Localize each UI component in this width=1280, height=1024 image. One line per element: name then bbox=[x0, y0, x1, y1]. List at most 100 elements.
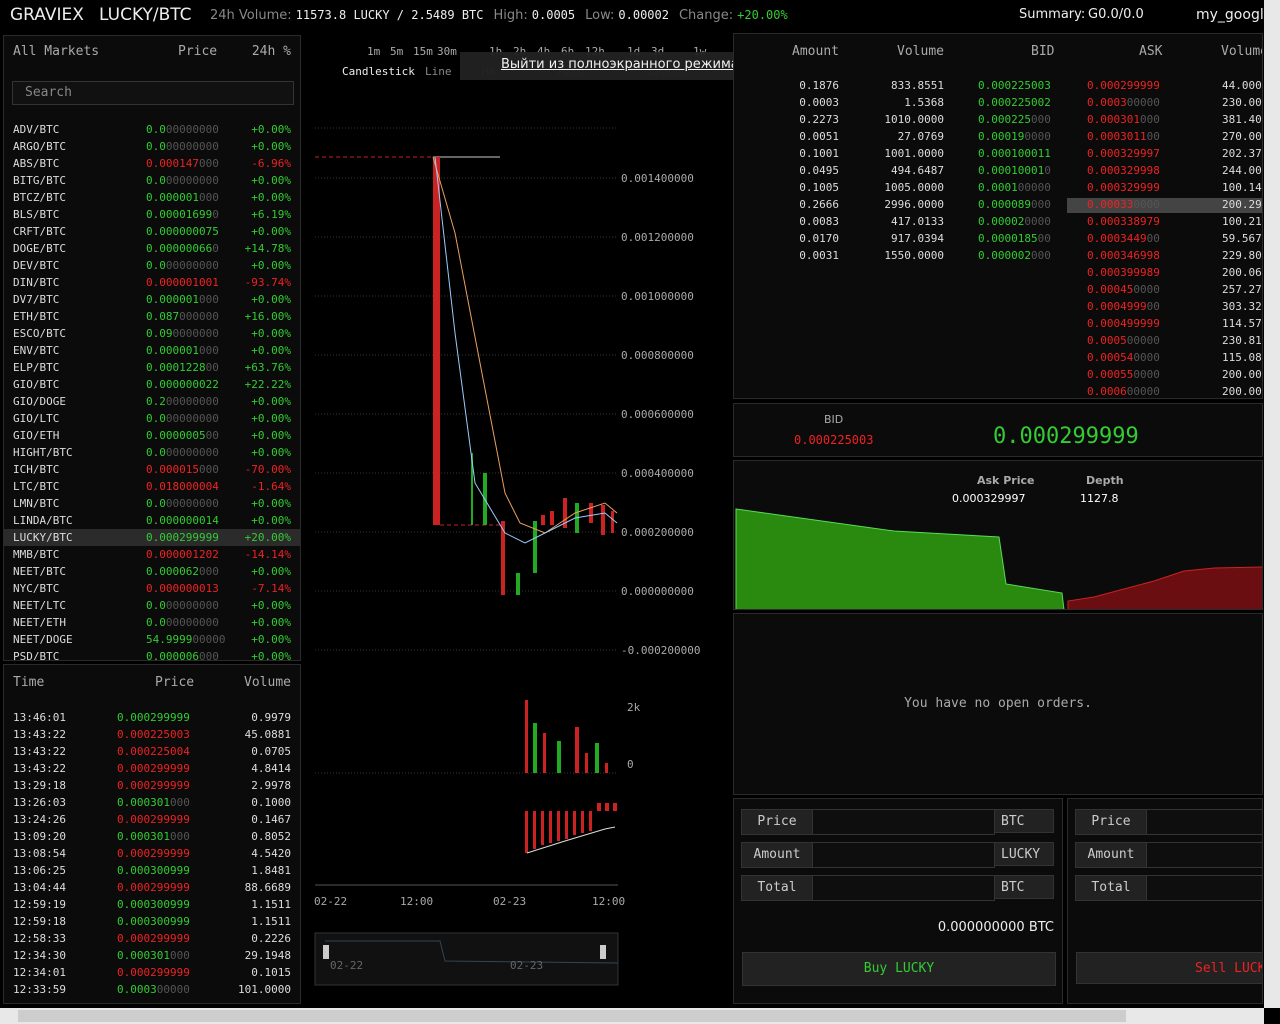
mode-button[interactable]: Line bbox=[425, 65, 452, 78]
field-input[interactable] bbox=[812, 809, 995, 835]
market-name: ETH/BTC bbox=[13, 310, 60, 323]
field-label: Amount bbox=[741, 842, 813, 868]
ask-price[interactable]: 0.000399989 bbox=[1087, 266, 1160, 279]
market-row[interactable]: BLS/BTC 0.000016990 +6.19% bbox=[4, 206, 300, 223]
ask-volume: 270.0000 bbox=[1222, 130, 1262, 143]
bid-amount: 0.0083 bbox=[799, 215, 839, 228]
bid-amount: 0.2273 bbox=[799, 113, 839, 126]
market-row[interactable]: LUCKY/BTC 0.000299999 +20.00% bbox=[4, 529, 300, 546]
nav-handle[interactable] bbox=[600, 945, 606, 959]
field-input[interactable] bbox=[1146, 875, 1262, 901]
ask-price[interactable]: 0.000301100 bbox=[1087, 130, 1160, 143]
ask-price[interactable]: 0.000600000 bbox=[1087, 385, 1160, 398]
orderbook-header: BID bbox=[1031, 44, 1055, 59]
ask-price[interactable]: 0.000299999 bbox=[1087, 79, 1160, 92]
search[interactable]: Search bbox=[12, 81, 294, 105]
market-row[interactable]: DV7/BTC 0.000001000 +0.00% bbox=[4, 291, 300, 308]
market-row[interactable]: ADV/BTC 0.000000000 +0.00% bbox=[4, 121, 300, 138]
field-input[interactable] bbox=[812, 842, 995, 868]
market-row[interactable]: MMB/BTC 0.000001202 -14.14% bbox=[4, 546, 300, 563]
market-change: +20.00% bbox=[244, 531, 291, 544]
field-input[interactable] bbox=[1146, 809, 1262, 835]
bid-volume: 1010.0000 bbox=[884, 113, 944, 126]
h-scrollbar[interactable] bbox=[0, 1008, 1264, 1024]
market-row[interactable]: NEET/LTC 0.000000000 +0.00% bbox=[4, 597, 300, 614]
ask-price[interactable]: 0.000346998 bbox=[1087, 249, 1160, 262]
ask-price[interactable]: 0.000499999 bbox=[1087, 317, 1160, 330]
bid-price[interactable]: 0.000100010 bbox=[978, 164, 1051, 177]
market-row[interactable]: LINDA/BTC 0.000000014 +0.00% bbox=[4, 512, 300, 529]
sell-form: Price Amount Total Sell LUCKY bbox=[1067, 798, 1263, 1004]
market-row[interactable]: CRFT/BTC 0.000000075 +0.00% bbox=[4, 223, 300, 240]
ask-price[interactable]: 0.000338979 bbox=[1087, 215, 1160, 228]
bid-price[interactable]: 0.000002000 bbox=[978, 249, 1051, 262]
bid-price[interactable]: 0.000225002 bbox=[978, 96, 1051, 109]
market-name: ESCO/BTC bbox=[13, 327, 66, 340]
user[interactable]: my_google bbox=[1196, 7, 1273, 23]
market-row[interactable]: NYC/BTC 0.000000013 -7.14% bbox=[4, 580, 300, 597]
ask-price[interactable]: 0.000344900 bbox=[1087, 232, 1160, 245]
v-scrollbar[interactable] bbox=[1264, 0, 1280, 1008]
market-row[interactable]: BTCZ/BTC 0.000001000 +0.00% bbox=[4, 189, 300, 206]
market-row[interactable]: GIO/ETH 0.000000500 +0.00% bbox=[4, 427, 300, 444]
market-row[interactable]: BITG/BTC 0.000000000 +0.00% bbox=[4, 172, 300, 189]
market-row[interactable]: LMN/BTC 0.000000000 +0.00% bbox=[4, 495, 300, 512]
macd bbox=[525, 803, 617, 854]
ask-price[interactable]: 0.000450000 bbox=[1087, 283, 1160, 296]
sell-button[interactable]: Sell LUCKY bbox=[1076, 952, 1262, 984]
interval-button[interactable]: 15m bbox=[413, 45, 433, 58]
ask-price[interactable]: 0.000500000 bbox=[1087, 334, 1160, 347]
trade-volume: 0.0705 bbox=[251, 745, 291, 758]
bid-price[interactable]: 0.000190000 bbox=[978, 130, 1051, 143]
market-row[interactable]: GIO/LTC 0.000000000 +0.00% bbox=[4, 410, 300, 427]
ask-price[interactable]: 0.000329999 bbox=[1087, 181, 1160, 194]
market-row[interactable]: ELP/BTC 0.000122800 +63.76% bbox=[4, 359, 300, 376]
market-row[interactable]: ESCO/BTC 0.090000000 +0.00% bbox=[4, 325, 300, 342]
market-row[interactable]: GIO/DOGE 0.200000000 +0.00% bbox=[4, 393, 300, 410]
market-row[interactable]: DOGE/BTC 0.000000660 +14.78% bbox=[4, 240, 300, 257]
bid-price[interactable]: 0.000100000 bbox=[978, 181, 1051, 194]
market-row[interactable]: ABS/BTC 0.000147000 -6.96% bbox=[4, 155, 300, 172]
ask-price[interactable]: 0.000540000 bbox=[1087, 351, 1160, 364]
ask-price[interactable]: 0.000550000 bbox=[1087, 368, 1160, 381]
ask-price[interactable]: 0.000499900 bbox=[1087, 300, 1160, 313]
buy-button[interactable]: Buy LUCKY bbox=[742, 952, 1056, 986]
ask-price[interactable]: 0.000301000 bbox=[1087, 113, 1160, 126]
nav-handle[interactable] bbox=[323, 945, 329, 959]
market-row[interactable]: ARGO/BTC 0.000000000 +0.00% bbox=[4, 138, 300, 155]
bid-price[interactable]: 0.000225003 bbox=[978, 79, 1051, 92]
market-row[interactable]: ETH/BTC 0.087000000 +16.00% bbox=[4, 308, 300, 325]
bid-price[interactable]: 0.000018500 bbox=[978, 232, 1051, 245]
bid-price[interactable]: 0.000100011 bbox=[978, 147, 1051, 160]
market-row[interactable]: NEET/ETH 0.000000000 +0.00% bbox=[4, 614, 300, 631]
bid-price[interactable]: 0.000225000 bbox=[978, 113, 1051, 126]
market-row[interactable]: DEV/BTC 0.000000000 +0.00% bbox=[4, 257, 300, 274]
market-row[interactable]: PSD/BTC 0.000006000 +0.00% bbox=[4, 648, 300, 660]
market-row[interactable]: LTC/BTC 0.018000004 -1.64% bbox=[4, 478, 300, 495]
ask-price[interactable]: 0.000330000 bbox=[1087, 198, 1160, 211]
bid-price[interactable]: 0.000089000 bbox=[978, 198, 1051, 211]
market-row[interactable]: ICH/BTC 0.000015000 -70.00% bbox=[4, 461, 300, 478]
interval-button[interactable]: 5m bbox=[390, 45, 404, 58]
field-input[interactable] bbox=[812, 875, 995, 901]
ask-price[interactable]: 0.000300000 bbox=[1087, 96, 1160, 109]
field-input[interactable] bbox=[1146, 842, 1262, 868]
market-row[interactable]: HIGHT/BTC 0.000000000 +0.00% bbox=[4, 444, 300, 461]
bid-price[interactable]: 0.000020000 bbox=[978, 215, 1051, 228]
market-change: +0.00% bbox=[251, 140, 291, 153]
bid-price: 0.000225003 bbox=[794, 433, 874, 447]
ask-price[interactable]: 0.000329998 bbox=[1087, 164, 1160, 177]
interval-button[interactable]: 30m bbox=[437, 45, 457, 58]
market-row[interactable]: GIO/BTC 0.000000022 +22.22% bbox=[4, 376, 300, 393]
ask-price[interactable]: 0.000329997 bbox=[1087, 147, 1160, 160]
market-change: -70.00% bbox=[244, 463, 291, 476]
market-row[interactable]: NEET/DOGE 54.999900000 +0.00% bbox=[4, 631, 300, 648]
trade-time: 12:59:18 bbox=[13, 915, 66, 928]
interval-button[interactable]: 1m bbox=[367, 45, 381, 58]
trade-price: 0.000301000 bbox=[117, 830, 190, 843]
market-row[interactable]: ENV/BTC 0.000001000 +0.00% bbox=[4, 342, 300, 359]
market-row[interactable]: DIN/BTC 0.000001001 -93.74% bbox=[4, 274, 300, 291]
navigator[interactable] bbox=[314, 932, 619, 986]
market-row[interactable]: NEET/BTC 0.000062000 +0.00% bbox=[4, 563, 300, 580]
mode-button[interactable]: Candlestick bbox=[342, 65, 415, 78]
